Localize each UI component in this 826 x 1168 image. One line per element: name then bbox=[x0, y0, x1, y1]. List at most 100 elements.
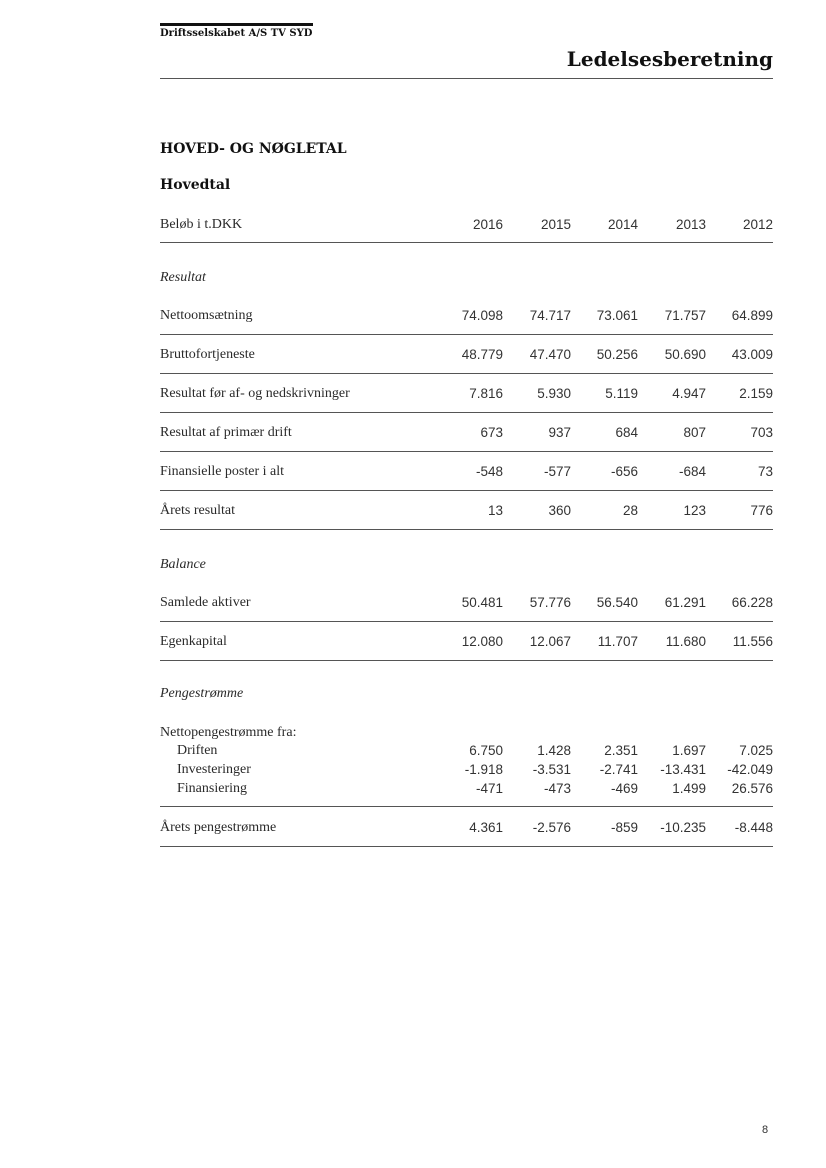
row-label: Finansielle poster i alt bbox=[160, 464, 285, 479]
row-divider bbox=[160, 334, 773, 335]
row-label: Resultat af primær drift bbox=[160, 425, 292, 440]
cell-value: 7.025 bbox=[739, 743, 773, 758]
cell-value: -42.049 bbox=[727, 762, 773, 777]
row-label: Bruttofortjeneste bbox=[160, 347, 255, 362]
cell-value: 4.361 bbox=[469, 820, 503, 835]
cell-value: 12.080 bbox=[461, 634, 503, 649]
cell-value: -1.918 bbox=[464, 762, 503, 777]
row-divider bbox=[160, 412, 773, 413]
cell-value: 64.899 bbox=[731, 308, 773, 323]
cell-value: 73 bbox=[757, 464, 773, 479]
cell-value: -471 bbox=[475, 781, 503, 796]
table-row: Finansielle poster i alt -548 -577 -656 -684… bbox=[160, 463, 773, 481]
cell-value: 1.697 bbox=[672, 743, 706, 758]
year-header: 2016 bbox=[472, 217, 503, 232]
cell-value: 73.061 bbox=[596, 308, 638, 323]
cell-value: 13 bbox=[487, 503, 503, 518]
cell-value: 2.351 bbox=[604, 743, 638, 758]
cell-value: 360 bbox=[548, 503, 571, 518]
table-row: Nettopengestrømme fra: bbox=[160, 724, 773, 742]
table-row: Bruttofortjeneste 48.779 47.470 50.256 50.69… bbox=[160, 346, 773, 364]
cell-value: -2.576 bbox=[532, 820, 571, 835]
table-row: Nettoomsætning 74.098 74.717 73.061 71.757 64… bbox=[160, 307, 773, 325]
cell-value: 50.481 bbox=[461, 595, 503, 610]
cell-value: 11.680 bbox=[665, 634, 706, 649]
row-label: Årets pengestrømme bbox=[160, 820, 277, 835]
title-divider bbox=[160, 78, 773, 79]
table-row: Driften 6.750 1.428 2.351 1.697 7.025 bbox=[160, 742, 773, 760]
company-name: Driftsselskabet A/S TV SYD bbox=[160, 28, 313, 39]
row-label: Nettoomsætning bbox=[160, 308, 253, 323]
cell-value: 50.690 bbox=[664, 347, 706, 362]
cell-value: -577 bbox=[543, 464, 571, 479]
cell-value: 937 bbox=[548, 425, 571, 440]
cell-value: -8.448 bbox=[734, 820, 773, 835]
cell-value: -469 bbox=[610, 781, 638, 796]
cell-value: 123 bbox=[683, 503, 706, 518]
section-heading-row: Balance bbox=[160, 556, 773, 574]
cell-value: 66.228 bbox=[731, 595, 773, 610]
year-header: 2013 bbox=[675, 217, 706, 232]
cell-value: 57.776 bbox=[529, 595, 571, 610]
table-row: Egenkapital 12.080 12.067 11.707 11.680 11.55… bbox=[160, 633, 773, 651]
cell-value: 703 bbox=[750, 425, 773, 440]
cell-value: 71.757 bbox=[664, 308, 706, 323]
table-row: Resultat før af- og nedskrivninger 7.816 5… bbox=[160, 385, 773, 403]
row-label: Driften bbox=[177, 743, 218, 758]
unit-label: Beløb i t.DKK bbox=[160, 217, 243, 232]
row-label: Samlede aktiver bbox=[160, 595, 251, 610]
cell-value: -2.741 bbox=[599, 762, 638, 777]
table-row: Årets resultat 13 360 28 123 776 bbox=[160, 502, 773, 520]
cell-value: 776 bbox=[750, 503, 773, 518]
cell-value: 28 bbox=[622, 503, 638, 518]
table-row: Investeringer -1.918 -3.531 -2.741 -13.431 -4… bbox=[160, 761, 773, 779]
cell-value: 56.540 bbox=[596, 595, 638, 610]
table-row: Resultat af primær drift 673 937 684 807 703 bbox=[160, 424, 773, 442]
cell-value: -10.235 bbox=[660, 820, 706, 835]
year-header: 2014 bbox=[607, 217, 638, 232]
cell-value: 47.470 bbox=[529, 347, 571, 362]
section-label: Pengestrømme bbox=[160, 686, 244, 701]
table-row: Samlede aktiver 50.481 57.776 56.540 61.291 6… bbox=[160, 594, 773, 612]
header-rule bbox=[160, 23, 313, 26]
cell-value: 4.947 bbox=[672, 386, 706, 401]
page-title: Ledelsesberetning bbox=[566, 47, 773, 71]
cell-value: -13.431 bbox=[660, 762, 706, 777]
cell-value: -684 bbox=[678, 464, 706, 479]
row-label: Finansiering bbox=[177, 781, 247, 796]
row-divider bbox=[160, 373, 773, 374]
cell-value: 6.750 bbox=[469, 743, 503, 758]
section-title: HOVED- OG NØGLETAL bbox=[160, 141, 347, 157]
cell-value: 807 bbox=[683, 425, 706, 440]
section-heading-row: Pengestrømme bbox=[160, 685, 773, 703]
cell-value: -473 bbox=[543, 781, 571, 796]
subsection-title: Hovedtal bbox=[160, 177, 231, 193]
row-divider bbox=[160, 660, 773, 661]
row-divider bbox=[160, 621, 773, 622]
table-row: Finansiering -471 -473 -469 1.499 26.576 bbox=[160, 780, 773, 798]
cell-value: 50.256 bbox=[596, 347, 638, 362]
row-label: Årets resultat bbox=[160, 503, 236, 518]
cell-value: 7.816 bbox=[469, 386, 503, 401]
table-row: Årets pengestrømme 4.361 -2.576 -859 -10.235… bbox=[160, 819, 773, 837]
cell-value: -656 bbox=[610, 464, 638, 479]
cell-value: 74.098 bbox=[461, 308, 503, 323]
cell-value: 48.779 bbox=[461, 347, 503, 362]
row-divider bbox=[160, 529, 773, 530]
cell-value: -859 bbox=[610, 820, 638, 835]
cell-value: 5.119 bbox=[605, 386, 638, 401]
cell-value: 12.067 bbox=[529, 634, 571, 649]
cell-value: 11.707 bbox=[597, 634, 638, 649]
row-label: Nettopengestrømme fra: bbox=[160, 725, 297, 740]
header-divider bbox=[160, 242, 773, 243]
cell-value: 2.159 bbox=[739, 386, 773, 401]
section-label: Balance bbox=[160, 557, 206, 572]
row-label: Resultat før af- og nedskrivninger bbox=[160, 386, 350, 401]
row-divider bbox=[160, 490, 773, 491]
cell-value: 684 bbox=[615, 425, 638, 440]
cell-value: 61.291 bbox=[664, 595, 706, 610]
row-divider bbox=[160, 806, 773, 807]
row-label: Egenkapital bbox=[160, 634, 227, 649]
cell-value: 26.576 bbox=[731, 781, 773, 796]
cell-value: -548 bbox=[475, 464, 503, 479]
